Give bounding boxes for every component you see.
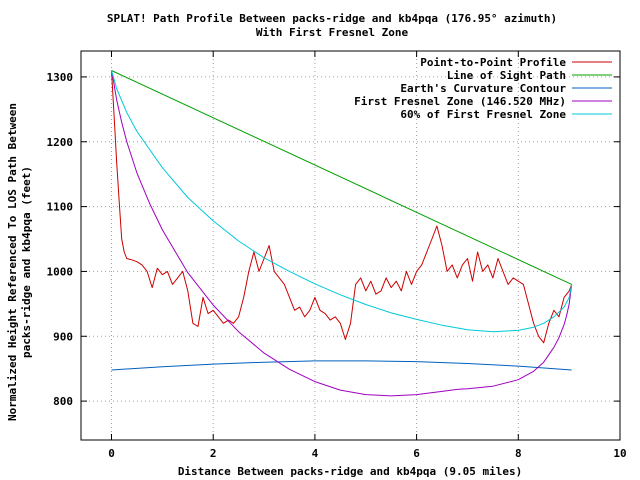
x-tick-label: 6: [413, 447, 420, 460]
x-tick-label: 4: [312, 447, 319, 460]
x-axis-label: Distance Between packs-ridge and kb4pqa …: [178, 465, 522, 478]
y-tick-label: 1100: [47, 201, 74, 214]
y-tick-label: 1200: [47, 136, 74, 149]
axis-ticks: 0 2 4 6 8 10 800 900 1000 1100 1200 1300: [47, 51, 627, 460]
y-axis-label-line2: packs-ridge and kb4pqa (feet): [20, 166, 33, 358]
x-tick-label: 10: [613, 447, 626, 460]
legend-label-2: Earth's Curvature Contour: [400, 82, 566, 95]
y-tick-label: 1000: [47, 265, 74, 278]
y-axis-label-line1: Normalized Height Referenced To LOS Path…: [6, 103, 19, 421]
chart-subtitle: With First Fresnel Zone: [256, 26, 409, 39]
series-line-4: [111, 70, 573, 333]
series-line-1: [111, 70, 572, 285]
series-lines: [111, 70, 573, 397]
x-tick-label: 0: [108, 447, 115, 460]
series-line-3: [111, 70, 573, 397]
x-tick-label: 8: [515, 447, 522, 460]
y-tick-label: 900: [53, 330, 73, 343]
x-tick-label: 2: [210, 447, 217, 460]
series-line-0: [111, 70, 573, 344]
legend-label-4: 60% of First Fresnel Zone: [400, 108, 566, 121]
plot-frame: [80, 50, 621, 441]
series-line-2: [111, 360, 572, 371]
legend-label-3: First Fresnel Zone (146.520 MHz): [354, 95, 566, 108]
legend-label-0: Point-to-Point Profile: [420, 56, 566, 69]
y-tick-label: 800: [53, 395, 73, 408]
chart-title: SPLAT! Path Profile Between packs-ridge …: [107, 12, 557, 25]
y-tick-label: 1300: [47, 71, 74, 84]
legend-label-1: Line of Sight Path: [447, 69, 566, 82]
